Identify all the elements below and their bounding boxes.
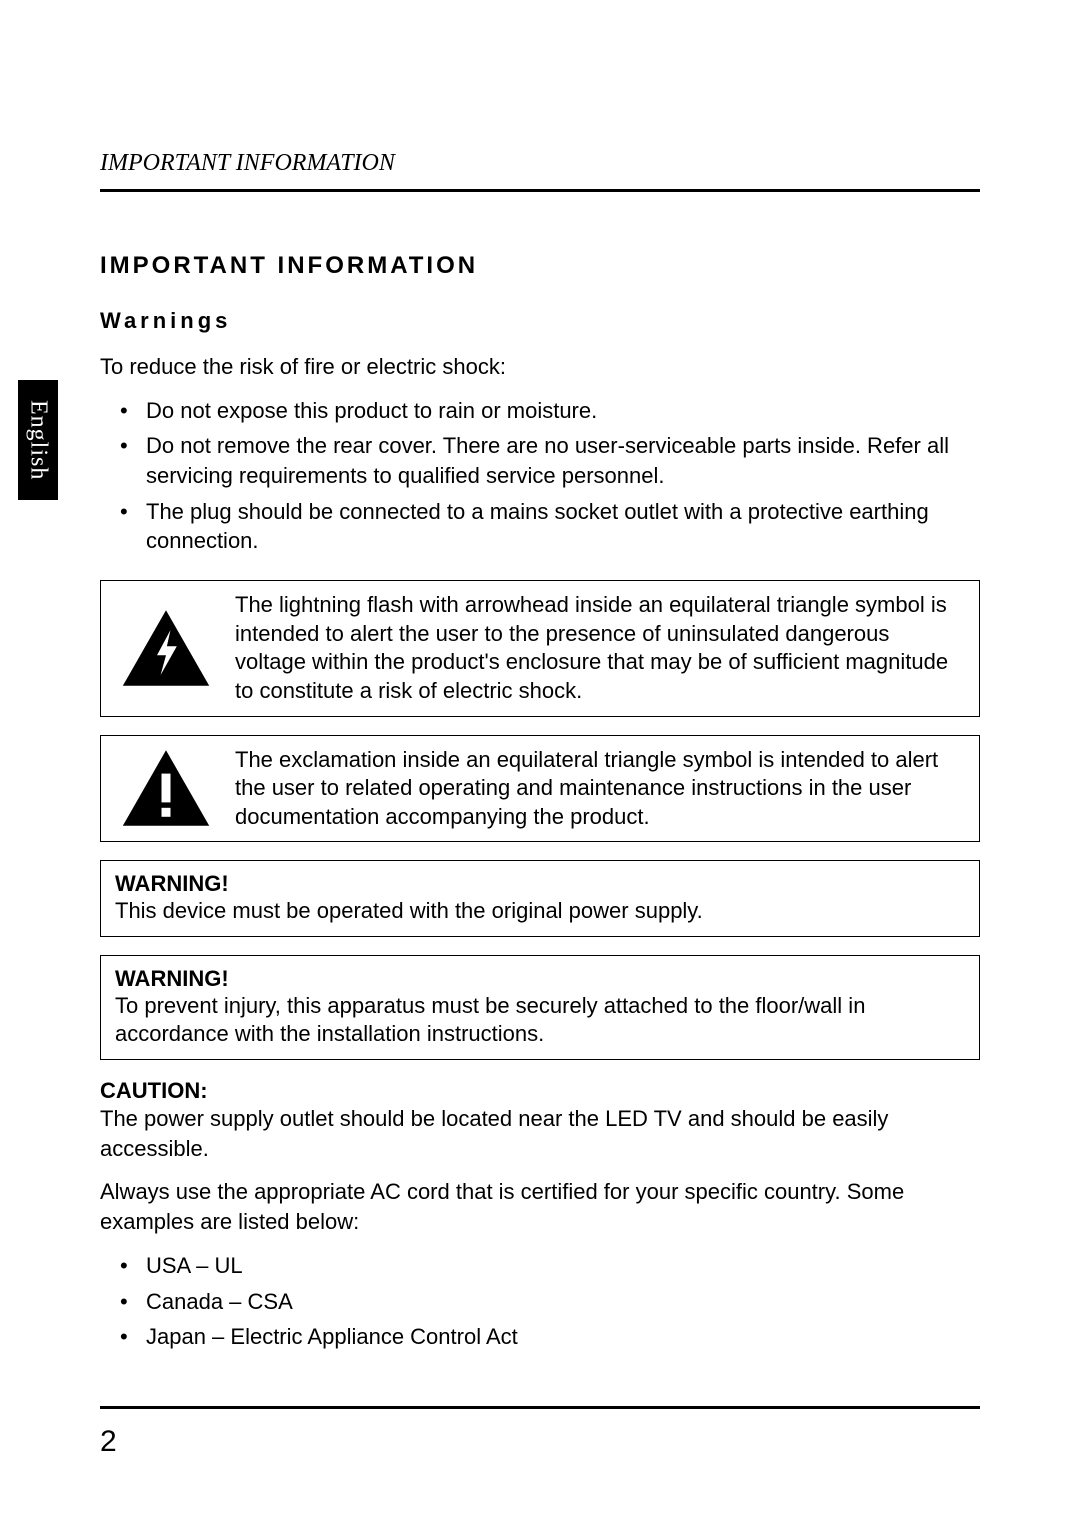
list-item: Canada – CSA (100, 1287, 980, 1317)
symbol-box-lightning: The lightning flash with arrowhead insid… (100, 580, 980, 716)
symbol-box-text: The lightning flash with arrowhead insid… (231, 581, 979, 715)
caution-paragraph: The power supply outlet should be locate… (100, 1104, 980, 1163)
cord-examples-list: USA – UL Canada – CSA Japan – Electric A… (100, 1251, 980, 1352)
caution-paragraph: Always use the appropriate AC cord that … (100, 1177, 980, 1236)
running-head: IMPORTANT INFORMATION (100, 150, 980, 177)
page-number: 2 (100, 1425, 117, 1459)
warning-body: This device must be operated with the or… (115, 897, 965, 926)
caution-title: CAUTION: (100, 1078, 980, 1104)
symbol-box-exclamation: The exclamation inside an equilateral tr… (100, 735, 980, 843)
section-title: IMPORTANT INFORMATION (100, 252, 980, 280)
list-item: Do not remove the rear cover. There are … (100, 431, 980, 490)
manual-page: English IMPORTANT INFORMATION IMPORTANT … (0, 0, 1080, 1529)
header-rule (100, 189, 980, 192)
language-tab: English (18, 380, 58, 500)
warning-title: WARNING! (115, 966, 965, 992)
lightning-triangle-icon (101, 581, 231, 715)
exclamation-triangle-icon (101, 736, 231, 842)
list-item: USA – UL (100, 1251, 980, 1281)
list-item: The plug should be connected to a mains … (100, 497, 980, 556)
warning-box: WARNING! This device must be operated wi… (100, 860, 980, 937)
symbol-box-text: The exclamation inside an equilateral tr… (231, 736, 979, 842)
intro-text: To reduce the risk of fire or electric s… (100, 352, 980, 382)
list-item: Do not expose this product to rain or mo… (100, 396, 980, 426)
warnings-bullet-list: Do not expose this product to rain or mo… (100, 396, 980, 556)
warning-title: WARNING! (115, 871, 965, 897)
language-tab-label: English (25, 400, 52, 480)
warning-body: To prevent injury, this apparatus must b… (115, 992, 965, 1049)
footer-rule (100, 1406, 980, 1409)
warning-box: WARNING! To prevent injury, this apparat… (100, 955, 980, 1060)
subsection-title: Warnings (100, 308, 980, 334)
list-item: Japan – Electric Appliance Control Act (100, 1322, 980, 1352)
